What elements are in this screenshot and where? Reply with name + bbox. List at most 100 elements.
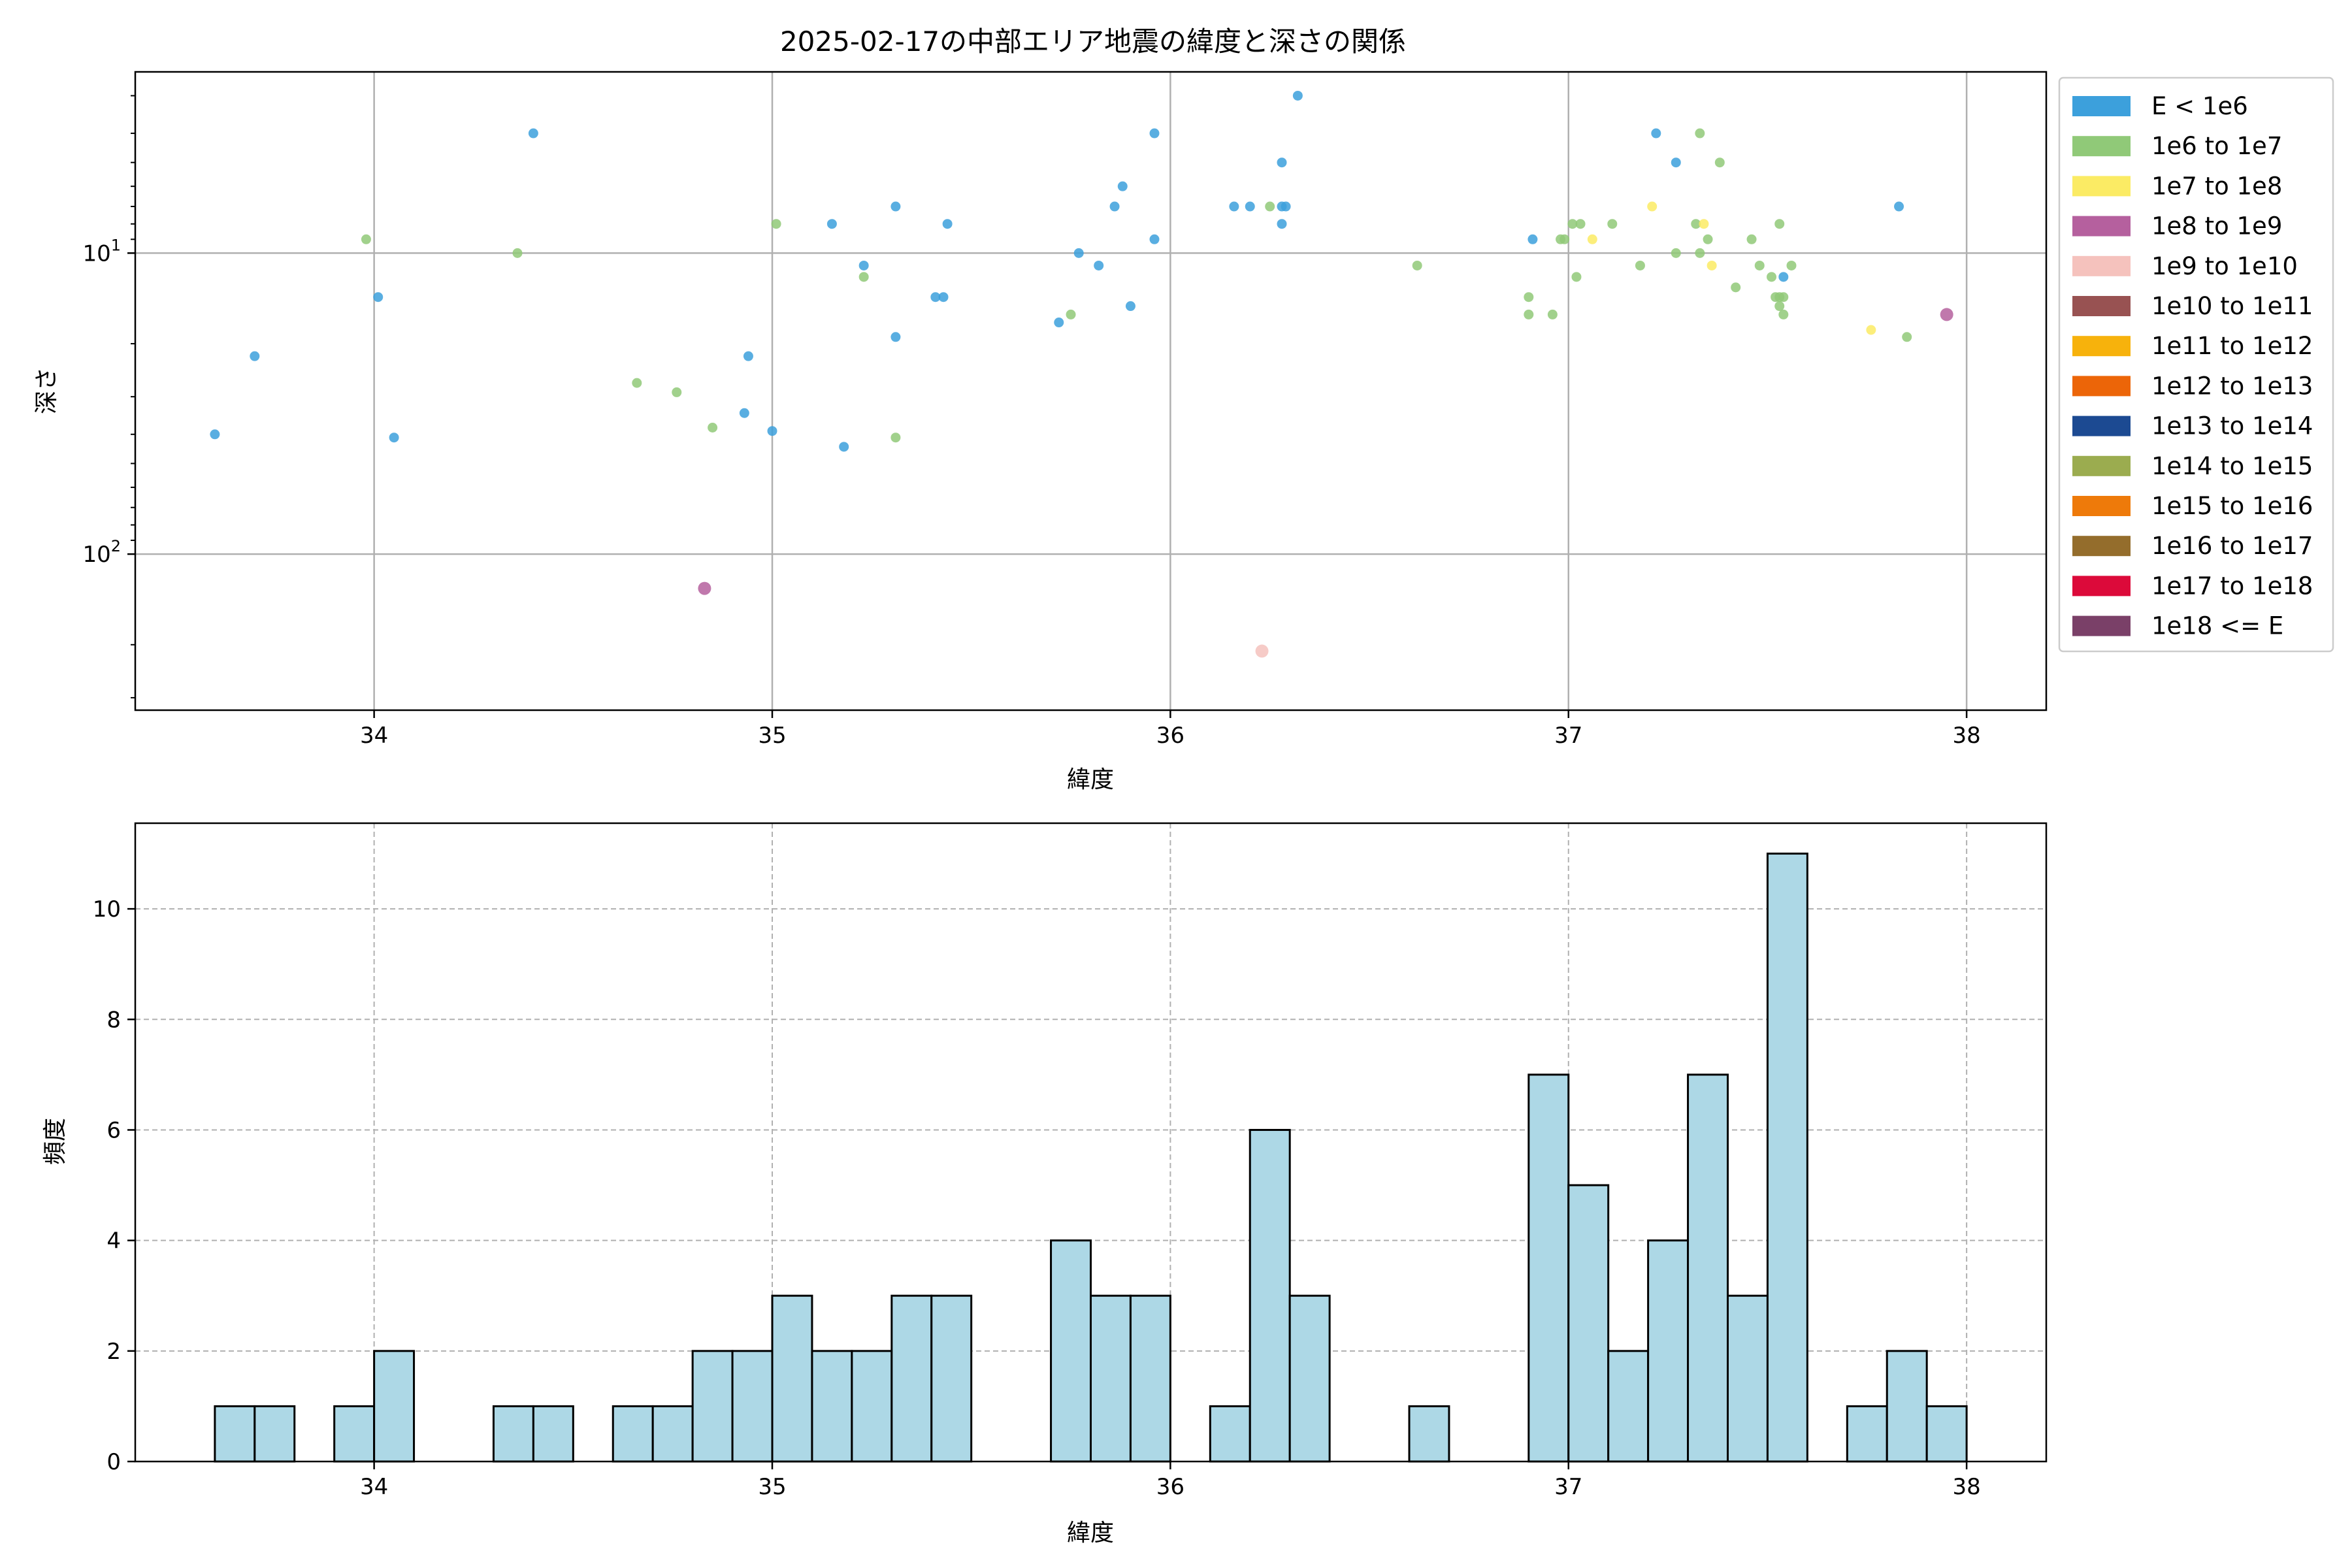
histogram-bar (1288, 1294, 1331, 1463)
legend-label: 1e13 to 1e14 (2151, 412, 2313, 440)
histogram-x-tick-label: 36 (1156, 1474, 1184, 1500)
scatter-point (1571, 272, 1582, 282)
scatter-point (632, 378, 642, 388)
legend-label: 1e18 <= E (2151, 612, 2283, 640)
scatter-point (1786, 260, 1797, 270)
scatter-point (1778, 272, 1789, 282)
scatter-y-tick-label: 101 (82, 236, 121, 267)
scatter-point (1292, 90, 1303, 101)
scatter-point (1547, 309, 1558, 319)
scatter-point (1714, 157, 1725, 168)
histogram-y-tick-label: 6 (106, 1117, 121, 1143)
scatter-point (858, 272, 869, 282)
scatter-point (1073, 248, 1084, 258)
histogram-bar (1766, 853, 1808, 1463)
scatter-point (1149, 234, 1160, 244)
histogram-bar (1687, 1073, 1729, 1463)
scatter-y-axis-label: 深さ (33, 367, 60, 414)
histogram-bar (851, 1350, 893, 1463)
histogram-bar (612, 1405, 654, 1463)
scatter-x-tick-label: 35 (758, 723, 786, 749)
legend-swatch (2072, 255, 2131, 276)
legend-label: 1e9 to 1e10 (2151, 252, 2298, 280)
legend-swatch (2072, 536, 2131, 557)
scatter-x-tick-label: 36 (1156, 723, 1184, 749)
scatter-point (1651, 128, 1661, 139)
histogram-x-tick-label: 37 (1554, 1474, 1582, 1500)
scatter-point (942, 219, 953, 229)
scatter-point (1560, 234, 1570, 244)
scatter-point (1902, 332, 1912, 342)
scatter-point (528, 128, 538, 139)
scatter-frame (134, 71, 2048, 711)
scatter-point (672, 387, 682, 397)
scatter-point (1245, 201, 1255, 212)
scatter-point (1281, 201, 1291, 212)
legend-label: 1e6 to 1e7 (2151, 132, 2282, 160)
scatter-points (210, 90, 1953, 658)
scatter-point (1778, 309, 1789, 319)
legend-swatch (2072, 496, 2131, 516)
histogram-ticks: 34 35 36 37 38 0 2 4 6 8 10 (93, 896, 1981, 1500)
histogram-bar (811, 1350, 853, 1463)
scatter-point (1746, 234, 1757, 244)
scatter-point (839, 442, 849, 452)
histogram-x-axis-label: 緯度 (1067, 1520, 1114, 1546)
scatter-ticks: 34 35 36 37 38 101 102 (82, 95, 1981, 749)
histogram-y-tick-label: 4 (106, 1228, 121, 1254)
scatter-point (1940, 308, 1953, 321)
scatter-point (1778, 292, 1789, 302)
scatter-point (1691, 219, 1701, 229)
legend-swatch (2072, 136, 2131, 157)
legend-swatch (2072, 296, 2131, 316)
histogram-bar (930, 1294, 973, 1463)
histogram-y-tick-label: 10 (93, 896, 121, 923)
scatter-point (1567, 219, 1578, 229)
histogram-bar (1129, 1294, 1171, 1463)
scatter-point (1587, 234, 1597, 244)
scatter-point (1754, 260, 1765, 270)
legend-swatch (2072, 336, 2131, 357)
histogram-panel: 34 35 36 37 38 0 2 4 6 8 10 緯度 頻度 (42, 822, 2048, 1546)
scatter-point (1635, 260, 1645, 270)
scatter-point (1524, 309, 1534, 319)
scatter-point (1894, 201, 1904, 212)
histogram-bar (1408, 1405, 1450, 1463)
legend-swatch (2072, 216, 2131, 237)
scatter-point (698, 581, 711, 595)
scatter-point (1774, 301, 1785, 312)
scatter-point (1699, 219, 1709, 229)
scatter-point (1695, 248, 1705, 258)
scatter-x-tick-label: 38 (1952, 723, 1980, 749)
scatter-grid (135, 72, 2046, 710)
histogram-bar (731, 1350, 774, 1463)
legend-label: 1e11 to 1e12 (2151, 332, 2313, 360)
histogram-y-axis-label: 頻度 (42, 1118, 69, 1165)
histogram-bar (1647, 1239, 1690, 1463)
scatter-point (1731, 282, 1741, 293)
scatter-panel: 34 35 36 37 38 101 102 緯度 深さ (33, 71, 2048, 793)
histogram-bar (333, 1405, 376, 1463)
histogram-bar (1727, 1294, 1769, 1463)
histogram-x-tick-label: 38 (1952, 1474, 1980, 1500)
scatter-point (1707, 260, 1717, 270)
scatter-point (890, 332, 901, 342)
histogram-bar (253, 1405, 296, 1463)
legend-label: 1e12 to 1e13 (2151, 372, 2313, 400)
scatter-point (210, 429, 220, 440)
scatter-point (1774, 219, 1785, 229)
legend-box (2058, 76, 2334, 653)
scatter-point (938, 292, 949, 302)
legend-items: E < 1e6 1e6 to 1e7 1e7 to 1e8 1e8 to 1e9 1e9… (2072, 92, 2313, 640)
scatter-point (708, 423, 718, 433)
legend-swatch (2072, 176, 2131, 197)
legend-label: 1e16 to 1e17 (2151, 532, 2313, 560)
scatter-point (1255, 644, 1269, 658)
histogram-bar (214, 1405, 256, 1463)
histogram-bar (771, 1294, 813, 1463)
scatter-point (1054, 318, 1064, 328)
scatter-point (1647, 201, 1658, 212)
histogram-bar (651, 1405, 694, 1463)
scatter-point (1866, 325, 1876, 335)
